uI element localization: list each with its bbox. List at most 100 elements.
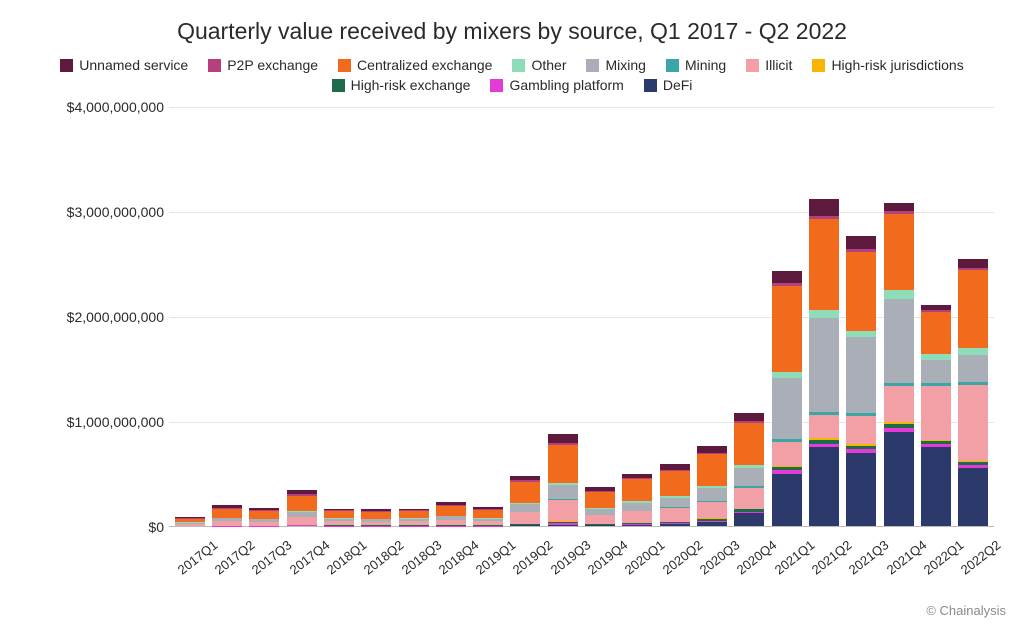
legend-label: Mixing [605,57,645,73]
bar-segment [399,511,429,518]
bar [249,508,279,526]
bars-container [169,107,994,526]
bar-segment [734,468,764,486]
bar-segment [548,485,578,499]
legend-label: High-risk jurisdictions [831,57,963,73]
bar-segment [958,270,988,348]
legend-swatch [666,59,679,72]
y-tick-label: $0 [39,519,164,535]
bar-segment [921,360,951,383]
legend-label: Illicit [765,57,792,73]
bar-segment [212,509,242,518]
bar-segment [287,517,317,525]
bar-segment [809,219,839,310]
bar-segment [772,378,802,439]
legend-swatch [586,59,599,72]
bar-segment [175,524,205,526]
bar-segment [324,511,354,518]
bar [660,464,690,526]
legend-label: High-risk exchange [351,77,471,93]
bar-segment [884,203,914,210]
bar [175,517,205,526]
bar-segment [921,312,951,354]
bar [212,505,242,526]
bar [734,413,764,526]
bar-segment [585,515,615,524]
bar-segment [510,482,540,503]
bar [510,476,540,526]
legend-item: Centralized exchange [338,57,492,73]
bar-segment [548,434,578,442]
bar-segment [809,199,839,216]
bar-segment [622,511,652,523]
bar-segment [361,512,391,519]
bar [361,509,391,526]
legend-item: Mixing [586,57,645,73]
legend-swatch [490,79,503,92]
legend-label: P2P exchange [227,57,318,73]
legend-label: Centralized exchange [357,57,492,73]
bar-segment [884,290,914,298]
bar-segment [884,432,914,527]
bar-segment [287,496,317,511]
bar-segment [697,522,727,526]
legend-swatch [338,59,351,72]
bar-segment [734,423,764,465]
legend-swatch [644,79,657,92]
legend-item: High-risk jurisdictions [812,57,963,73]
bar-segment [660,471,690,496]
bar-segment [697,502,727,519]
bar-segment [809,318,839,413]
bar-segment [622,525,652,526]
y-tick-label: $3,000,000,000 [39,204,164,220]
bar [324,509,354,526]
legend-item: Unnamed service [60,57,188,73]
y-tick-label: $4,000,000,000 [39,99,164,115]
bar-segment [697,488,727,501]
bar-segment [921,447,951,526]
legend-item: DeFi [644,77,693,93]
bar [585,487,615,526]
chart-title: Quarterly value received by mixers by so… [30,18,994,45]
bar-segment [958,385,988,461]
bar-segment [585,492,615,508]
bar-segment [846,236,876,250]
bar [884,203,914,526]
bar-segment [697,454,727,486]
bar [399,509,429,526]
bar-segment [249,511,279,519]
legend-item: High-risk exchange [332,77,471,93]
legend-swatch [812,59,825,72]
bar-segment [734,513,764,526]
bar-segment [660,524,690,526]
legend-item: P2P exchange [208,57,318,73]
bar [958,259,988,526]
bar [473,507,503,526]
bar [622,474,652,526]
bar-segment [846,416,876,444]
bar-segment [548,500,578,521]
bar-segment [884,386,914,423]
legend: Unnamed service P2P exchange Centralized e… [52,57,972,93]
bar [846,236,876,526]
bar-segment [846,331,876,338]
bar-segment [846,453,876,527]
bar-segment [772,271,802,284]
bar [809,199,839,526]
legend-label: DeFi [663,77,693,93]
bar-segment [846,252,876,331]
chart-area: $0$1,000,000,000$2,000,000,000$3,000,000… [34,107,994,527]
plot-area [169,107,994,527]
bar-segment [809,310,839,317]
y-axis: $0$1,000,000,000$2,000,000,000$3,000,000… [34,107,164,527]
legend-label: Unnamed service [79,57,188,73]
bar [287,490,317,526]
bar-segment [921,386,951,441]
bar-segment [660,498,690,507]
bar-segment [436,506,466,516]
bar-segment [510,504,540,511]
legend-label: Mining [685,57,726,73]
legend-swatch [512,59,525,72]
bar [548,434,578,526]
bar [772,271,802,526]
